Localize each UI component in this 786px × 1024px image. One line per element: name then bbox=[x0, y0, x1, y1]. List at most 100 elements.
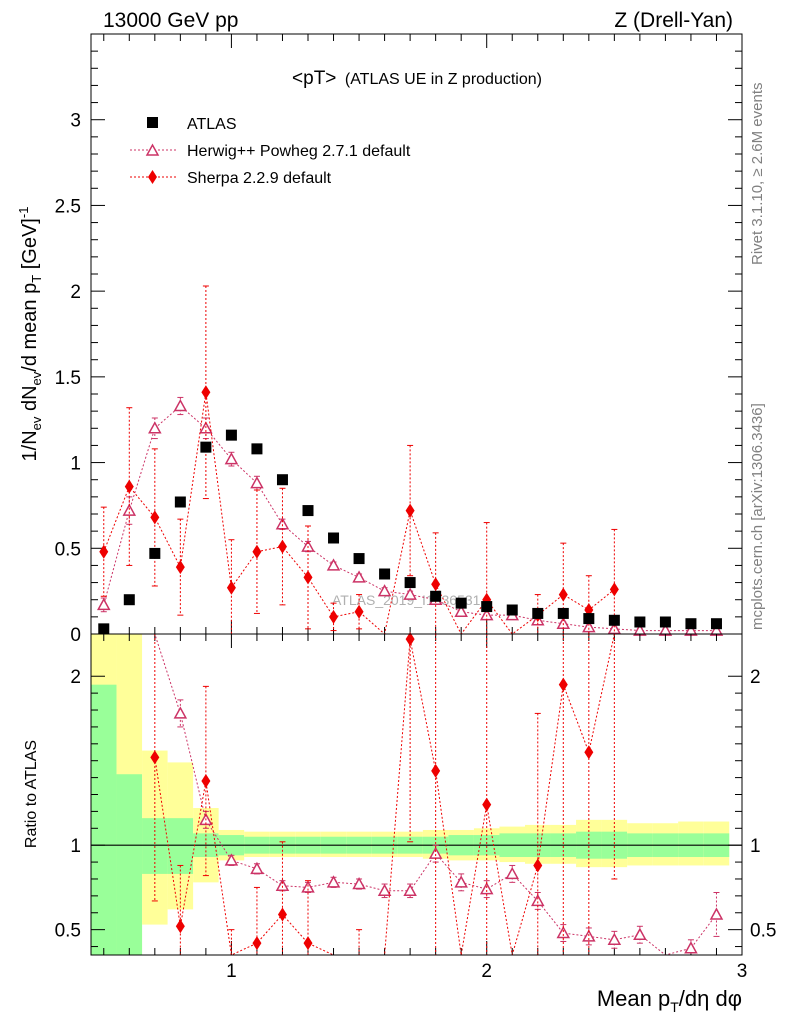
sherpa-main-point bbox=[558, 587, 568, 602]
sherpa-main-point bbox=[609, 582, 619, 597]
atlas-data-point bbox=[353, 553, 365, 565]
sherpa-ratio-point bbox=[277, 907, 287, 922]
sherpa-main-point bbox=[150, 510, 160, 525]
herwig-main-point bbox=[352, 570, 366, 583]
atlas-data-point bbox=[608, 614, 620, 626]
legend-sherpa-marker bbox=[148, 170, 157, 184]
plot-title-main: <pT> bbox=[292, 68, 336, 89]
ratio-panel: 0.5 0.5 1 1 2 2 1 2 3 Ratio to ATLAS bbox=[23, 632, 776, 982]
herwig-ratio-point bbox=[403, 883, 417, 897]
sherpa-main-point bbox=[99, 544, 109, 559]
atlas-data-point bbox=[455, 597, 467, 609]
sherpa-main-point bbox=[124, 479, 134, 494]
herwig-ratio-point bbox=[224, 853, 239, 866]
herwig-main-point bbox=[250, 476, 264, 489]
herwig-main-point bbox=[607, 621, 622, 635]
main-y-axis-title: 1/Nev dNev/d mean pT [GeV]-1 bbox=[16, 207, 44, 462]
analysis-watermark: ATLAS_2019_I1736531 bbox=[332, 592, 481, 608]
sherpa-ratio-point bbox=[201, 773, 211, 788]
sherpa-main-point bbox=[303, 570, 313, 585]
mcplots-label: mcplots.cern.ch [arXiv:1306.3436] bbox=[749, 403, 766, 630]
herwig-ratio-line bbox=[129, 633, 717, 956]
herwig-main-point bbox=[403, 587, 417, 600]
herwig-main-point bbox=[454, 604, 468, 617]
sherpa-ratio-point bbox=[482, 797, 492, 812]
ratio-uncertainty-bands bbox=[91, 634, 742, 955]
atlas-data-point bbox=[430, 590, 442, 602]
herwig-ratio-point bbox=[454, 875, 468, 888]
sherpa-ratio-point bbox=[303, 936, 313, 951]
atlas-data-point bbox=[225, 429, 237, 441]
ratio-x-tick-label: 1 bbox=[226, 961, 237, 982]
sherpa-ratio-point bbox=[431, 763, 441, 778]
ratio-y-tick-label-right: 2 bbox=[750, 667, 761, 688]
atlas-data-point bbox=[251, 443, 263, 455]
legend: ATLAS Herwig++ Powheg 2.7.1 default Sher… bbox=[130, 116, 411, 187]
atlas-data-point bbox=[200, 441, 212, 453]
plot-title-sub: (ATLAS UE in Z production) bbox=[345, 71, 542, 88]
sherpa-main-point bbox=[329, 609, 339, 624]
main-y-tick-label: 3 bbox=[70, 111, 81, 132]
herwig-ratio-point bbox=[607, 932, 622, 946]
sherpa-main-point bbox=[252, 544, 262, 559]
plot-title: <pT> (ATLAS UE in Z production) bbox=[292, 68, 542, 89]
ratio-y-axis-title: Ratio to ATLAS bbox=[23, 740, 40, 848]
atlas-data-point bbox=[506, 604, 518, 616]
sherpa-main-point bbox=[405, 503, 415, 518]
ratio-y-tick-label: 2 bbox=[70, 667, 81, 688]
atlas-data-point bbox=[685, 618, 697, 630]
sherpa-main-point bbox=[175, 560, 185, 575]
ratio-band-inner bbox=[116, 774, 143, 955]
main-panel: ATLAS_2019_I1736531 0 0.5 1 1.5 2 2.5 3 <pT> (… bbox=[16, 33, 743, 646]
herwig-main-point bbox=[96, 597, 111, 611]
herwig-ratio-point bbox=[377, 883, 392, 897]
sherpa-ratio-point bbox=[252, 936, 262, 951]
atlas-data-point bbox=[276, 474, 288, 486]
herwig-ratio-point bbox=[684, 941, 698, 954]
herwig-ratio-point bbox=[326, 875, 341, 888]
main-series-layer bbox=[96, 285, 724, 636]
ratio-band-inner bbox=[91, 684, 117, 955]
atlas-data-point bbox=[404, 577, 416, 589]
ratio-y-tick-label-right: 1 bbox=[750, 836, 761, 857]
ratio-y-tick-label-right: 0.5 bbox=[750, 921, 776, 942]
main-y-tick-label: 1 bbox=[70, 454, 81, 475]
ratio-y-tick-label: 0.5 bbox=[55, 921, 81, 942]
main-axis-ticks: 0 0.5 1 1.5 2 2.5 3 bbox=[55, 34, 743, 646]
herwig-ratio-point bbox=[709, 907, 724, 920]
herwig-main-point bbox=[173, 398, 188, 412]
herwig-ratio-point bbox=[352, 876, 366, 890]
atlas-data-point bbox=[710, 618, 722, 630]
main-y-tick-label: 2 bbox=[70, 282, 81, 303]
legend-herwig-label: Herwig++ Powheg 2.7.1 default bbox=[187, 143, 411, 160]
herwig-main-point bbox=[582, 620, 596, 633]
atlas-data-point bbox=[634, 616, 646, 628]
x-axis-title: Mean pT/dη dφ bbox=[597, 986, 742, 1015]
sherpa-main-point bbox=[226, 580, 236, 595]
main-y-tick-label: 1.5 bbox=[55, 368, 81, 389]
atlas-data-point bbox=[98, 623, 110, 635]
legend-herwig-marker bbox=[145, 143, 160, 156]
main-y-tick-label: 0.5 bbox=[55, 539, 81, 560]
sherpa-main-point bbox=[201, 385, 211, 400]
herwig-main-point bbox=[148, 421, 162, 434]
atlas-data-point bbox=[123, 594, 135, 606]
sherpa-ratio-point bbox=[558, 677, 568, 692]
herwig-ratio-point bbox=[633, 927, 647, 940]
atlas-data-point bbox=[379, 568, 391, 580]
main-y-tick-label: 2.5 bbox=[55, 196, 81, 217]
atlas-data-point bbox=[149, 547, 161, 559]
herwig-main-point bbox=[377, 584, 392, 597]
herwig-ratio-point bbox=[173, 706, 188, 719]
atlas-data-point bbox=[532, 607, 544, 619]
atlas-data-point bbox=[557, 607, 569, 619]
ratio-band-inner bbox=[167, 818, 194, 874]
herwig-ratio-point bbox=[275, 878, 290, 891]
herwig-main-point bbox=[122, 503, 137, 516]
sherpa-ratio-point bbox=[405, 632, 415, 647]
herwig-main-point bbox=[326, 558, 341, 571]
ratio-x-tick-label: 2 bbox=[481, 961, 492, 982]
sherpa-ratio-point bbox=[175, 919, 185, 934]
ratio-frame bbox=[90, 633, 743, 956]
